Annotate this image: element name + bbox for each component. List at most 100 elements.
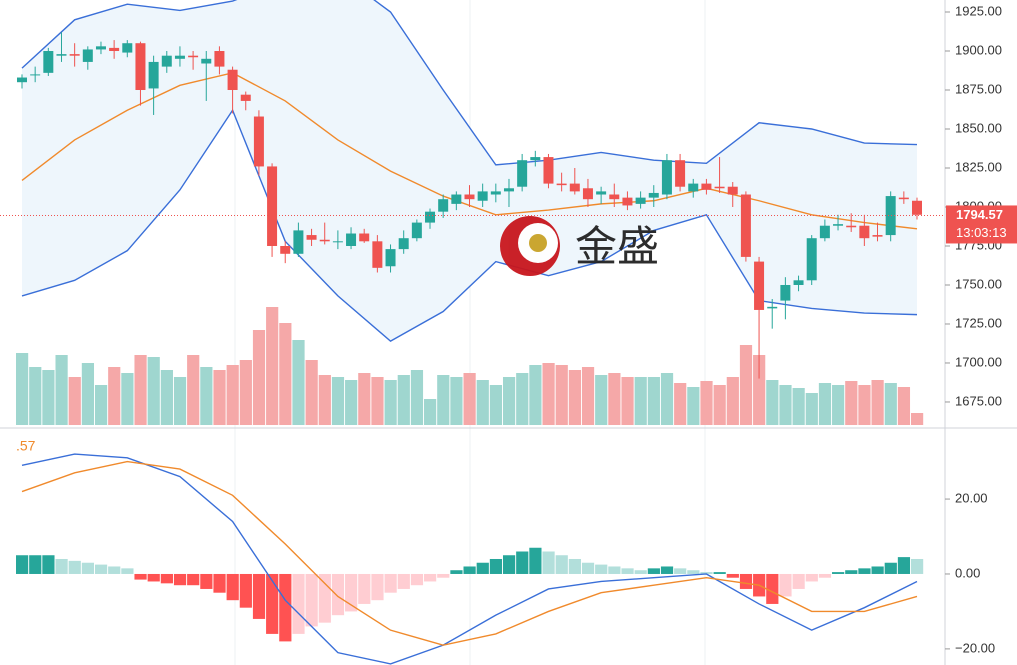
y-tick-label: 1850.00 xyxy=(955,120,1002,135)
volume-bar xyxy=(424,399,437,425)
macd-histogram-bar xyxy=(160,573,173,584)
candle-body xyxy=(161,55,172,67)
volume-bar xyxy=(384,380,397,425)
macd-histogram-bar xyxy=(305,573,318,627)
volume-bar xyxy=(81,363,95,425)
candle-body xyxy=(543,157,554,184)
volume-bar xyxy=(489,385,503,425)
macd-histogram-bar xyxy=(818,573,832,578)
candle-body xyxy=(201,58,212,64)
macd-histogram-bar xyxy=(187,573,200,586)
candle-body xyxy=(503,188,514,192)
candle-body xyxy=(451,194,462,204)
volume-bar xyxy=(410,370,424,425)
candle-body xyxy=(648,192,659,198)
candle-body xyxy=(43,51,54,73)
last-price-box xyxy=(946,205,1017,244)
macd-histogram-bar xyxy=(279,573,292,642)
macd-histogram-bar xyxy=(739,573,753,589)
volume-bar xyxy=(753,355,766,425)
macd-histogram-bar xyxy=(200,573,213,589)
macd-histogram-bar xyxy=(792,573,805,589)
candle-body xyxy=(398,238,409,250)
candle-body xyxy=(372,241,383,268)
volume-bar xyxy=(502,377,516,425)
candle-body xyxy=(332,241,343,243)
y-tick-label: 1925.00 xyxy=(955,3,1002,18)
candle-body xyxy=(293,230,304,254)
volume-bar xyxy=(621,377,634,425)
volume-bar xyxy=(121,373,134,425)
volume-bar xyxy=(871,380,884,425)
y-tick-label: 1700.00 xyxy=(955,354,1002,369)
candle-body xyxy=(622,197,633,206)
macd-histogram-bar xyxy=(94,564,108,574)
candle-body xyxy=(754,261,765,310)
macd-histogram-bar xyxy=(581,562,595,574)
candle-body xyxy=(727,186,738,195)
volume-bar xyxy=(674,383,687,425)
macd-histogram-bar xyxy=(858,568,871,574)
macd-histogram-bar xyxy=(292,573,305,634)
volume-bar xyxy=(29,367,42,425)
y-tick-label: 1675.00 xyxy=(955,393,1002,408)
candle-body xyxy=(885,196,896,236)
candle-body xyxy=(675,160,686,187)
candle-body xyxy=(17,77,27,83)
volume-bar xyxy=(792,388,805,425)
volume-bar xyxy=(437,375,450,425)
volume-bar xyxy=(805,393,818,425)
volume-bar xyxy=(911,413,924,425)
y-tick-label: 1875.00 xyxy=(955,81,1002,96)
volume-bar xyxy=(94,385,108,425)
volume-bar xyxy=(134,355,147,425)
candle-body xyxy=(701,183,712,190)
volume-bar xyxy=(832,385,845,425)
macd-histogram-bar xyxy=(726,573,739,578)
candle-body xyxy=(109,47,120,52)
macd-histogram-bar xyxy=(516,551,529,574)
macd-histogram-bar xyxy=(700,572,713,574)
candle-body xyxy=(82,49,93,62)
volume-bar xyxy=(16,353,29,425)
volume-bar xyxy=(529,365,542,425)
macd-value-label: .57 xyxy=(16,438,36,454)
macd-histogram-bar xyxy=(845,570,858,574)
volume-bar xyxy=(555,365,568,425)
candle-body xyxy=(359,233,370,242)
macd-histogram-bar xyxy=(16,555,29,574)
y-tick-label: 1900.00 xyxy=(955,42,1002,57)
y-tick-label: 1750.00 xyxy=(955,276,1002,291)
macd-histogram-bar xyxy=(832,572,845,574)
volume-bar xyxy=(397,375,410,425)
macd-histogram-bar xyxy=(29,555,42,574)
macd-histogram-bar xyxy=(108,566,121,574)
macd-histogram-bar xyxy=(555,555,568,574)
macd-histogram-bar xyxy=(621,568,634,574)
macd-histogram-bar xyxy=(608,566,621,574)
macd-tick-label: 20.00 xyxy=(955,490,988,505)
volume-bar xyxy=(55,355,68,425)
macd-histogram-bar xyxy=(42,555,55,574)
volume-bar xyxy=(42,370,55,425)
candle-body xyxy=(280,245,291,254)
macd-histogram-bar xyxy=(358,573,371,604)
volume-bar xyxy=(463,373,476,425)
candle-body xyxy=(135,43,146,91)
candle-body xyxy=(95,46,106,50)
candle-body xyxy=(425,211,436,223)
candle-body xyxy=(609,194,620,200)
candle-body xyxy=(780,284,791,301)
volume-bar xyxy=(608,373,621,425)
countdown-label: 13:03:13 xyxy=(956,225,1007,240)
candle-body xyxy=(174,55,185,59)
candle-body xyxy=(517,160,528,187)
volume-bar xyxy=(779,385,792,425)
macd-histogram-bar xyxy=(81,562,95,574)
volume-bar xyxy=(581,367,595,425)
volume-bar xyxy=(542,363,555,425)
volume-bar xyxy=(279,323,292,425)
candle-body xyxy=(267,166,278,246)
candle-body xyxy=(30,74,41,76)
